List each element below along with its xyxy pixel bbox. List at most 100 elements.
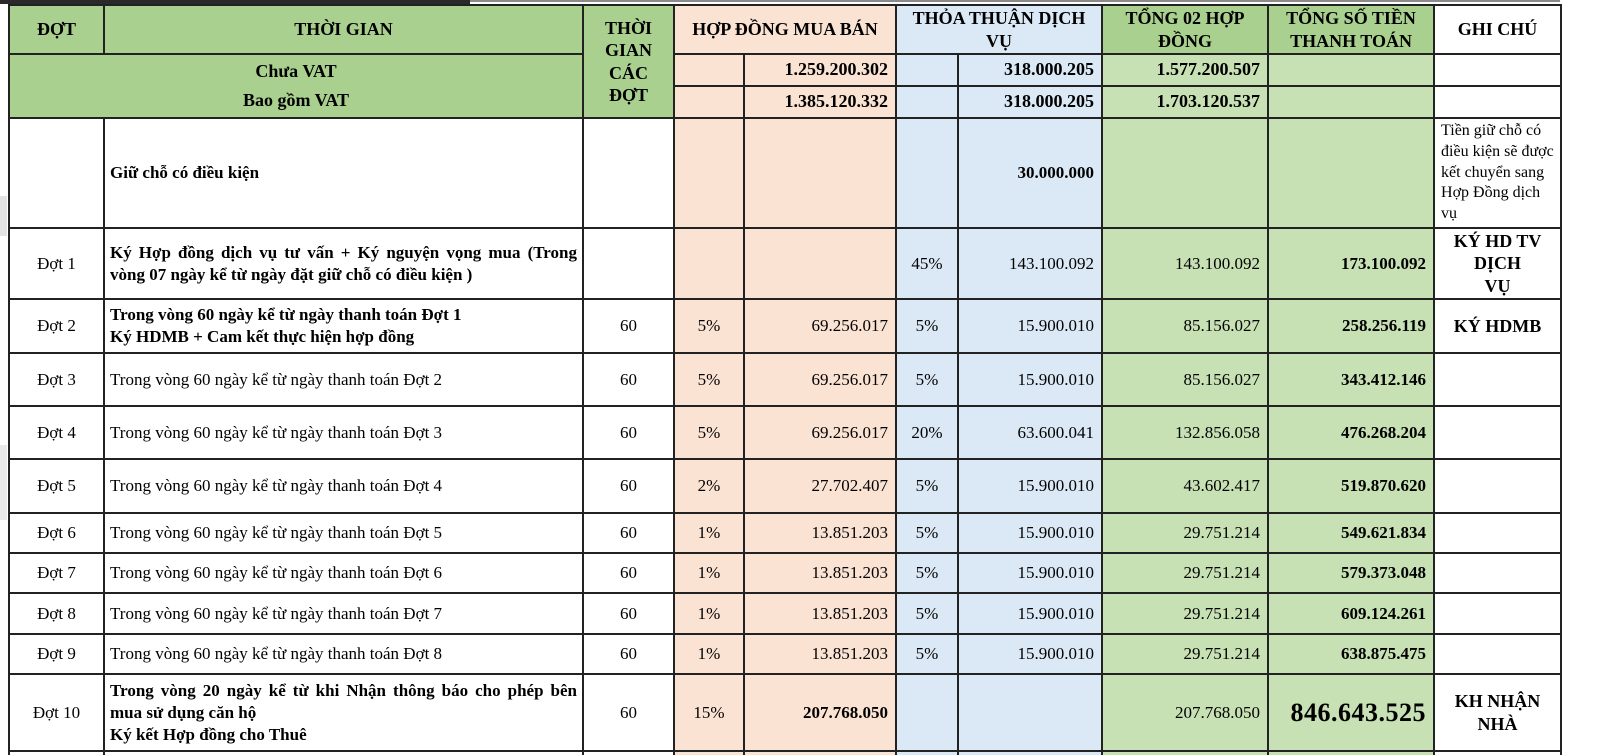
table-row-dot-2: Đợt 2 Trong vòng 60 ngày kể từ ngày than…	[8, 298, 1563, 355]
total-payment-cell: 846.643.525	[1267, 673, 1436, 753]
table-row-dot-4: Đợt 4 Trong vòng 60 ngày kể từ ngày than…	[8, 405, 1563, 461]
hdmb-percent-cell	[673, 53, 745, 87]
ttdv-percent-cell: 5%	[895, 512, 960, 555]
ttdv-percent-cell: 5%	[895, 552, 960, 595]
total-payment-cell	[1267, 85, 1436, 119]
hdmb-amount-cell: 13.851.203	[742, 512, 898, 555]
ttdv-amount-cell: 15.900.010	[957, 552, 1104, 595]
duration-cell: 60	[582, 512, 675, 555]
time-cell: Trong vòng 60 ngày kể từ ngày thanh toán…	[103, 552, 584, 595]
ttdv-percent-cell	[895, 53, 960, 87]
duration-cell: 60	[582, 298, 675, 355]
total-two-contracts-cell: 143.100.092	[1101, 226, 1270, 301]
vat-label-cell: Chưa VAT Bao gồm VAT	[8, 53, 584, 119]
ttdv-amount-cell: 15.900.010	[957, 298, 1104, 355]
ttdv-percent-cell	[895, 750, 960, 755]
total-two-contracts-cell: 29.751.214	[1101, 552, 1270, 595]
table-row-dot-5: Đợt 5 Trong vòng 60 ngày kể từ ngày than…	[8, 458, 1563, 515]
total-two-contracts-cell: 207.768.050	[1101, 673, 1270, 753]
duration-cell: 60	[582, 458, 675, 515]
duration-cell	[582, 226, 675, 301]
header-tong-02-hop-dong: TỔNG 02 HỢP ĐỒNG	[1101, 4, 1270, 55]
hdmb-percent-cell: 1%	[673, 592, 745, 636]
ttdv-amount-cell: 15.900.010	[957, 592, 1104, 636]
header-dot: ĐỢT	[8, 4, 105, 55]
header-ghi-chu: GHI CHÚ	[1433, 4, 1563, 55]
note-cell	[1433, 405, 1563, 461]
note-cell	[1433, 512, 1563, 555]
hdmb-amount-cell: 13.851.203	[742, 592, 898, 636]
duration-cell: 60	[582, 673, 675, 753]
time-cell: Trong vòng 20 ngày kể từ khi Nhận thông …	[103, 673, 584, 753]
total-two-contracts-cell: 85.156.027	[1101, 352, 1270, 408]
total-payment-cell: 476.268.204	[1267, 405, 1436, 461]
total-payment-cell: 609.124.261	[1267, 592, 1436, 636]
hdmb-percent-cell	[673, 117, 745, 229]
time-cell: Giữ chỗ có điều kiện	[103, 117, 584, 229]
dot-cell: Đợt 10	[8, 673, 105, 753]
dot-cell	[8, 750, 105, 755]
duration-cell: 60	[582, 592, 675, 636]
dot-cell	[8, 117, 105, 229]
duration-cell: 60	[582, 633, 675, 676]
table-row-dot-9: Đợt 9 Trong vòng 60 ngày kể từ ngày than…	[8, 633, 1563, 676]
hdmb-percent-cell: 5%	[673, 352, 745, 408]
total-payment-cell: 258.256.119	[1267, 298, 1436, 355]
ttdv-percent-cell: 5%	[895, 592, 960, 636]
total-two-contracts-cell	[1101, 117, 1270, 229]
dot-cell: Đợt 3	[8, 352, 105, 408]
hdmb-percent-cell: 2%	[673, 458, 745, 515]
table-row-giu-cho: Giữ chỗ có điều kiện 30.000.000 Tiền giữ…	[8, 117, 1563, 229]
hdmb-percent-cell	[673, 85, 745, 119]
total-payment-cell: 579.373.048	[1267, 552, 1436, 595]
hdmb-amount-cell: 69.256.017	[742, 352, 898, 408]
ttdv-amount-cell: 15.900.010	[957, 512, 1104, 555]
hdmb-amount-cell: 13.851.203	[742, 552, 898, 595]
total-payment-cell: 519.870.620	[1267, 458, 1436, 515]
header-thoa-thuan-dich-vu: THỎA THUẬN DỊCH VỤ	[895, 4, 1104, 55]
vat-row-chua-vat: Chưa VAT Bao gồm VAT 1.259.200.302 318.0…	[8, 53, 1563, 119]
total-two-contracts-cell: 1.577.200.507	[1101, 53, 1270, 87]
left-edge-artifact	[0, 445, 7, 520]
ttdv-amount-cell: 15.900.010	[957, 352, 1104, 408]
time-cell: Trong vòng 60 ngày kể từ ngày thanh toán…	[103, 512, 584, 555]
time-cell: Trong vòng 60 ngày kể từ ngày thanh toán…	[103, 592, 584, 636]
hdmb-amount-cell: 207.768.050	[742, 673, 898, 753]
table-row-dot-8: Đợt 8 Trong vòng 60 ngày kể từ ngày than…	[8, 592, 1563, 636]
ttdv-percent-cell: 5%	[895, 352, 960, 408]
table-row-dot-3: Đợt 3 Trong vòng 60 ngày kể từ ngày than…	[8, 352, 1563, 408]
note-cell	[1433, 750, 1563, 755]
header-tong-so-tien-thanh-toan: TỔNG SỐ TIỀN THANH TOÁN	[1267, 4, 1436, 55]
dot-cell: Đợt 1	[8, 226, 105, 301]
hdmb-amount-cell: 27.702.407	[742, 458, 898, 515]
ttdv-percent-cell: 20%	[895, 405, 960, 461]
hdmb-percent-cell	[673, 226, 745, 301]
time-cell: Trong vòng 60 ngày kể từ ngày thanh toán…	[103, 405, 584, 461]
total-two-contracts-cell: 43.602.417	[1101, 458, 1270, 515]
dot-cell: Đợt 5	[8, 458, 105, 515]
top-edge-artifact	[0, 0, 470, 4]
ttdv-amount-cell: 15.900.010	[957, 458, 1104, 515]
table-row-partial	[8, 750, 1563, 755]
time-cell: Trong vòng 60 ngày kể từ ngày thanh toán…	[103, 298, 584, 355]
table-row-dot-6: Đợt 6 Trong vòng 60 ngày kể từ ngày than…	[8, 512, 1563, 555]
note-cell: KH NHẬN NHÀ	[1433, 673, 1563, 753]
ttdv-amount-cell: 143.100.092	[957, 226, 1104, 301]
hdmb-percent-cell: 1%	[673, 512, 745, 555]
total-payment-cell: 173.100.092	[1267, 226, 1436, 301]
note-cell	[1433, 552, 1563, 595]
hdmb-percent-cell: 1%	[673, 633, 745, 676]
total-two-contracts-cell: 1.703.120.537	[1101, 85, 1270, 119]
total-payment-cell: 343.412.146	[1267, 352, 1436, 408]
hdmb-amount-cell: 1.259.200.302	[742, 53, 898, 87]
note-cell	[1433, 458, 1563, 515]
ttdv-amount-cell: 318.000.205	[957, 53, 1104, 87]
duration-cell: 60	[582, 352, 675, 408]
note-cell	[1433, 85, 1563, 119]
hdmb-percent-cell: 5%	[673, 405, 745, 461]
total-payment-cell	[1267, 53, 1436, 87]
left-edge-artifact	[0, 196, 7, 236]
table-row-dot-1: Đợt 1 Ký Hợp đồng dịch vụ tư vấn + Ký ng…	[8, 226, 1563, 301]
header-thoi-gian: THỜI GIAN	[103, 4, 584, 55]
